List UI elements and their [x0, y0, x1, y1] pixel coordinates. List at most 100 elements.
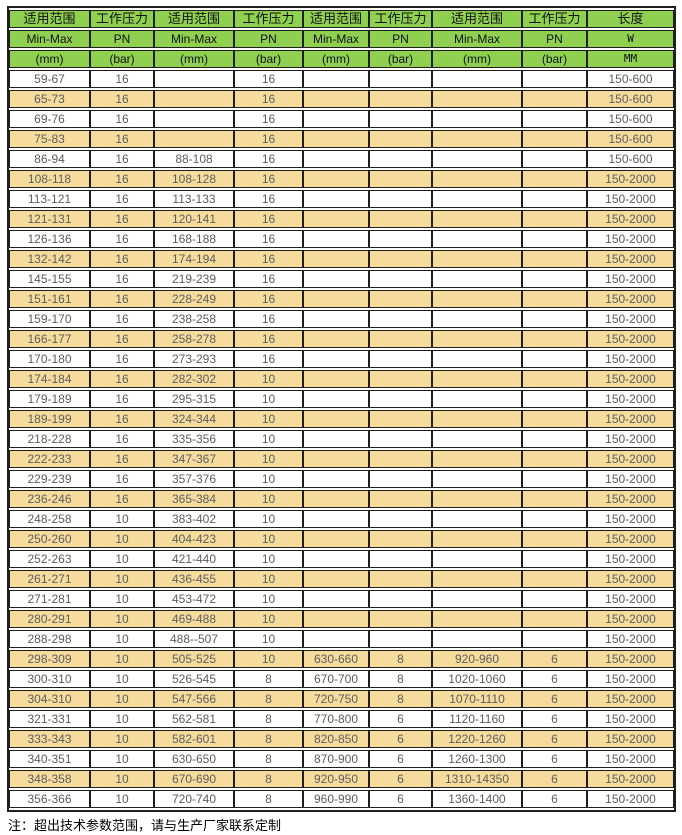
cell-pn: 10 — [90, 770, 154, 788]
table-row: 59-67 16 16 150-600 — [9, 70, 674, 88]
cell-length: 150-600 — [587, 130, 674, 148]
cell-range — [303, 430, 369, 448]
header-cell: Min-Max — [154, 30, 234, 48]
cell-range — [432, 570, 522, 588]
table-row: 69-76 16 16 150-600 — [9, 110, 674, 128]
cell-pn: 8 — [369, 650, 432, 668]
cell-range: 469-488 — [154, 610, 234, 628]
cell-range: 88-108 — [154, 150, 234, 168]
cell-range — [432, 410, 522, 428]
cell-pn: 6 — [522, 750, 587, 768]
cell-pn — [522, 110, 587, 128]
cell-pn — [522, 150, 587, 168]
cell-range: 59-67 — [9, 70, 90, 88]
cell-range: 300-310 — [9, 670, 90, 688]
cell-pn: 16 — [234, 270, 303, 288]
cell-pn: 10 — [234, 610, 303, 628]
table-row: 288-298 10 488--507 10 150-2000 — [9, 630, 674, 648]
cell-pn: 10 — [90, 610, 154, 628]
cell-pn — [522, 250, 587, 268]
header-cell: 工作压力 — [234, 10, 303, 28]
table-row: 300-310 10 526-545 8 670-700 8 1020-1060 6 150-2… — [9, 670, 674, 688]
table-row: 261-271 10 436-455 10 150-2000 — [9, 570, 674, 588]
cell-pn: 16 — [90, 470, 154, 488]
table-row: 121-131 16 120-141 16 150-2000 — [9, 210, 674, 228]
cell-pn: 6 — [369, 770, 432, 788]
cell-pn — [369, 170, 432, 188]
cell-pn: 8 — [234, 750, 303, 768]
cell-range: 113-133 — [154, 190, 234, 208]
cell-range — [432, 590, 522, 608]
cell-pn: 16 — [234, 190, 303, 208]
cell-range — [154, 110, 234, 128]
table-row: 340-351 10 630-650 8 870-900 6 1260-1300 6 150-2… — [9, 750, 674, 768]
cell-pn: 16 — [234, 150, 303, 168]
cell-pn — [522, 290, 587, 308]
cell-pn: 10 — [90, 550, 154, 568]
header-cell: (mm) — [9, 50, 90, 68]
table-row: 86-94 16 88-108 16 150-600 — [9, 150, 674, 168]
table-header: 适用范围 工作压力 适用范围 工作压力 适用范围 工作压力 适用范围 工作压力 长度 Min-Ma… — [9, 10, 674, 68]
cell-pn: 16 — [90, 150, 154, 168]
cell-pn: 6 — [522, 690, 587, 708]
cell-range: 218-228 — [9, 430, 90, 448]
cell-range: 280-291 — [9, 610, 90, 628]
spec-table: 适用范围 工作压力 适用范围 工作压力 适用范围 工作压力 适用范围 工作压力 长度 Min-Ma… — [7, 6, 676, 812]
table-row: 218-228 16 335-356 10 150-2000 — [9, 430, 674, 448]
header-cell: PN — [522, 30, 587, 48]
table-row: 159-170 16 238-258 16 150-2000 — [9, 310, 674, 328]
cell-range — [303, 250, 369, 268]
cell-pn: 6 — [522, 730, 587, 748]
cell-range: 174-184 — [9, 370, 90, 388]
cell-length: 150-2000 — [587, 610, 674, 628]
cell-pn — [369, 290, 432, 308]
cell-length: 150-2000 — [587, 750, 674, 768]
header-cell: PN — [234, 30, 303, 48]
cell-range — [432, 110, 522, 128]
table-row: 271-281 10 453-472 10 150-2000 — [9, 590, 674, 608]
cell-range — [303, 90, 369, 108]
cell-range — [432, 490, 522, 508]
cell-range — [303, 190, 369, 208]
cell-range — [303, 270, 369, 288]
cell-pn: 10 — [90, 590, 154, 608]
table-row: 151-161 16 228-249 16 150-2000 — [9, 290, 674, 308]
cell-pn — [369, 430, 432, 448]
cell-range: 357-376 — [154, 470, 234, 488]
table-row: 333-343 10 582-601 8 820-850 6 1220-1260 6 150-2… — [9, 730, 674, 748]
cell-pn: 16 — [234, 210, 303, 228]
cell-range — [432, 370, 522, 388]
cell-pn: 8 — [234, 670, 303, 688]
table-row: 174-184 16 282-302 10 150-2000 — [9, 370, 674, 388]
cell-pn: 16 — [90, 270, 154, 288]
header-cell: (mm) — [154, 50, 234, 68]
header-cell: 适用范围 — [154, 10, 234, 28]
cell-range — [303, 530, 369, 548]
cell-pn — [369, 450, 432, 468]
cell-range: 228-249 — [154, 290, 234, 308]
cell-pn: 16 — [90, 490, 154, 508]
cell-length: 150-2000 — [587, 650, 674, 668]
cell-pn — [522, 510, 587, 528]
cell-pn — [369, 590, 432, 608]
cell-range — [303, 210, 369, 228]
cell-pn: 8 — [234, 730, 303, 748]
cell-pn: 6 — [522, 710, 587, 728]
cell-pn — [522, 210, 587, 228]
table-body: 59-67 16 16 150-600 65-73 16 16 150-600 69-76 16 1… — [9, 70, 674, 808]
cell-range: 547-566 — [154, 690, 234, 708]
cell-pn: 10 — [234, 450, 303, 468]
cell-range: 960-990 — [303, 790, 369, 808]
header-cell: 工作压力 — [90, 10, 154, 28]
cell-pn: 10 — [234, 370, 303, 388]
cell-length: 150-2000 — [587, 410, 674, 428]
table-row: 298-309 10 505-525 10 630-660 8 920-960 6 150-20… — [9, 650, 674, 668]
cell-pn: 16 — [90, 410, 154, 428]
cell-range — [432, 130, 522, 148]
cell-range — [303, 350, 369, 368]
cell-range — [432, 530, 522, 548]
cell-pn: 6 — [522, 650, 587, 668]
cell-pn — [522, 350, 587, 368]
cell-range: 121-131 — [9, 210, 90, 228]
